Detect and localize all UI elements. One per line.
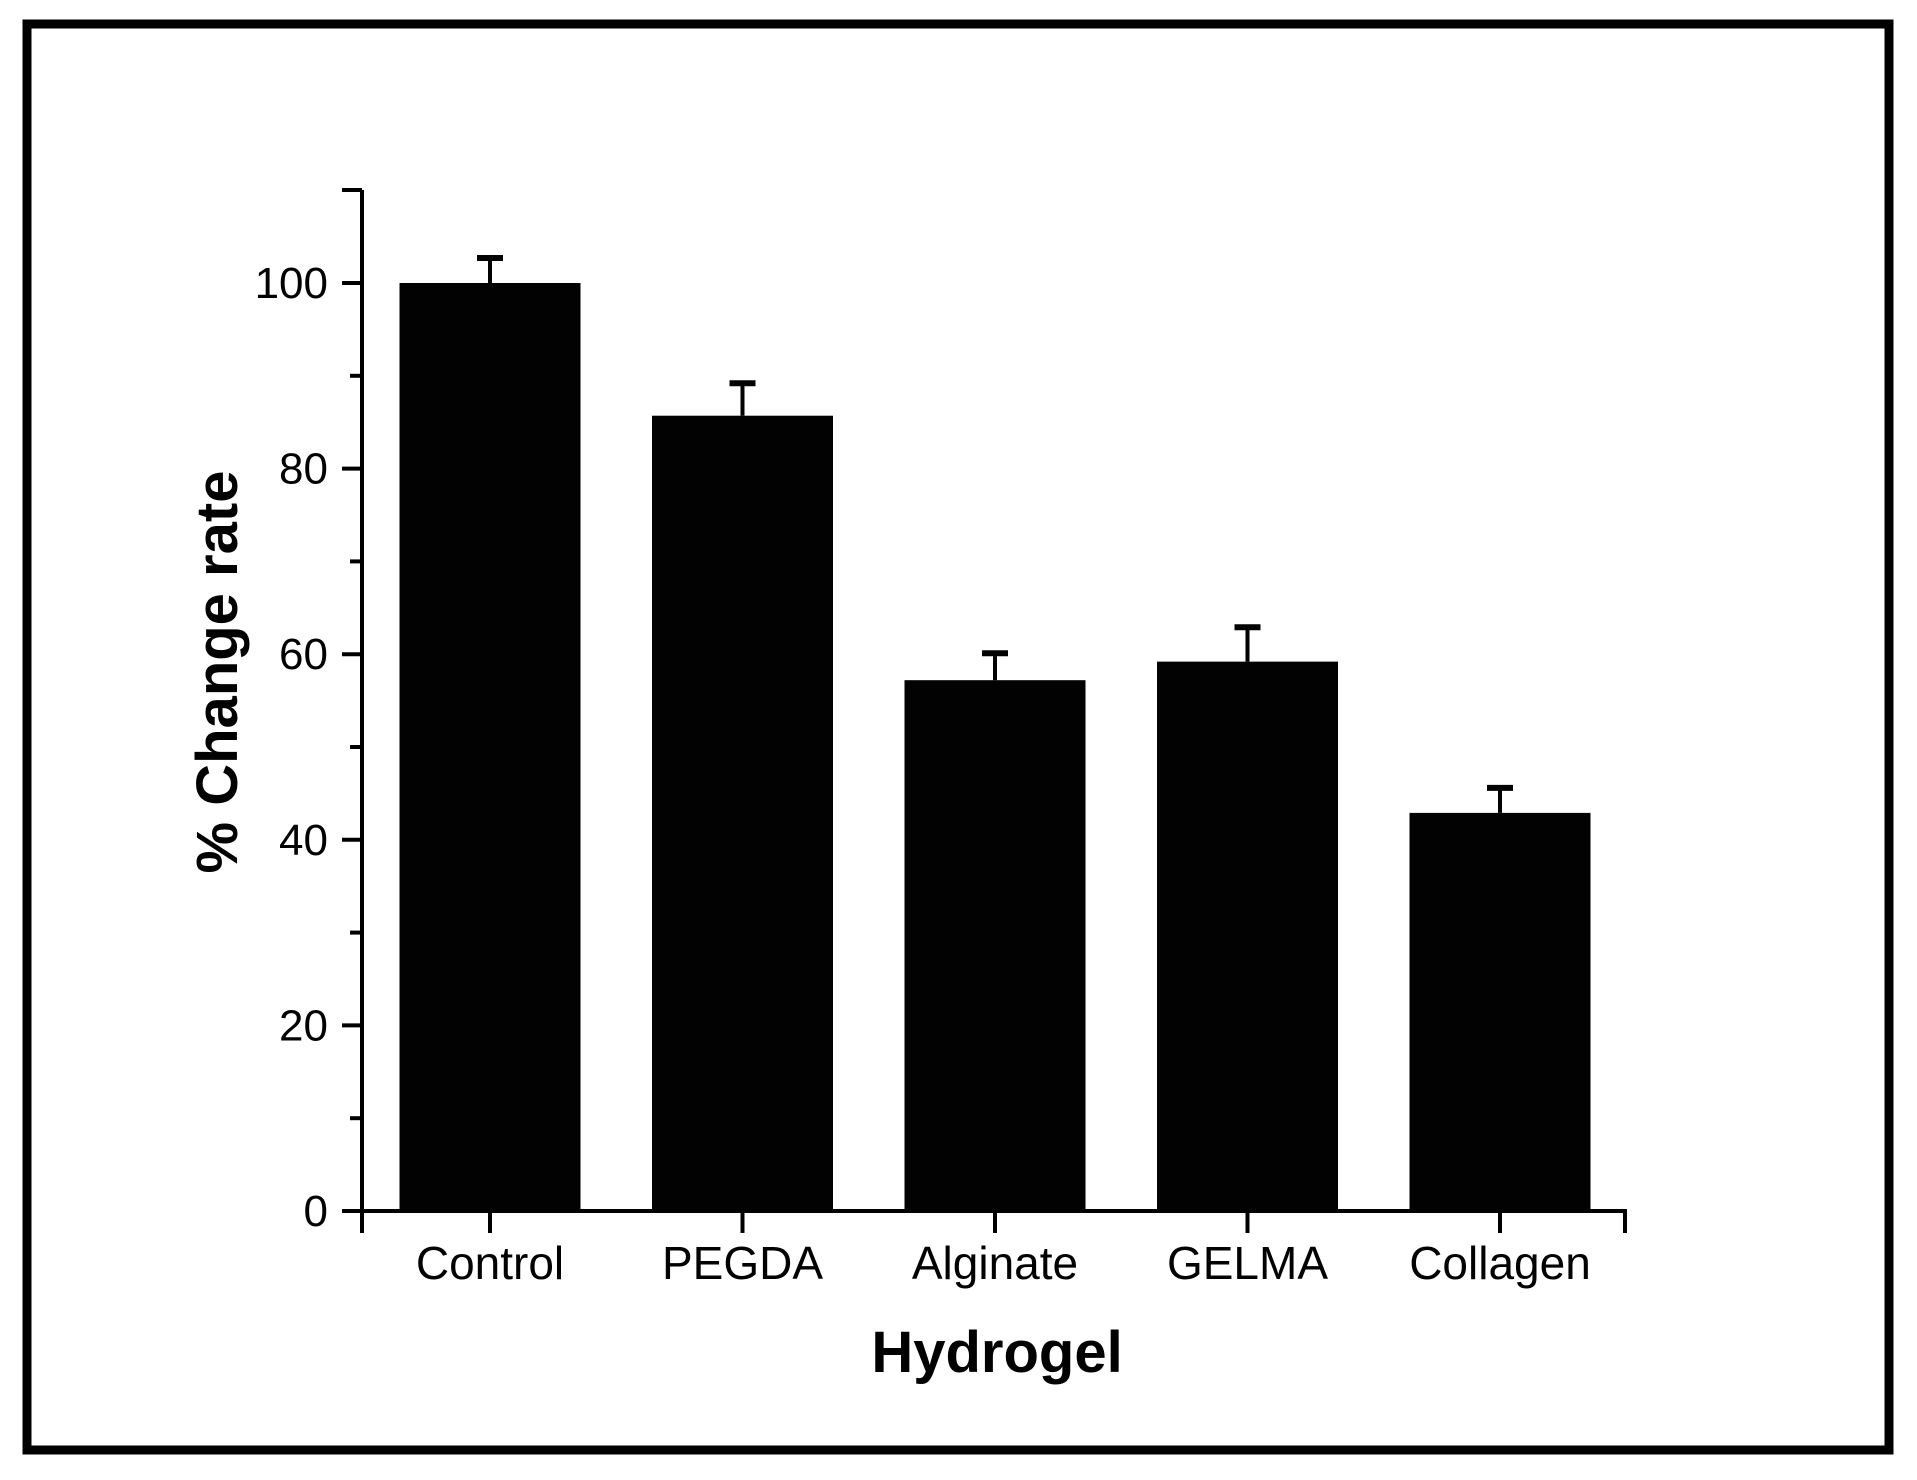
y-tick-label-80: 80 — [279, 445, 328, 494]
x-category-label-alginate: Alginate — [912, 1237, 1078, 1289]
y-tick-label-40: 40 — [279, 816, 328, 865]
x-axis-title: Hydrogel — [871, 1320, 1122, 1385]
y-axis-title: % Change rate — [185, 471, 250, 874]
x-category-label-pegda: PEGDA — [662, 1237, 823, 1289]
x-category-label-gelma: GELMA — [1167, 1237, 1328, 1289]
error-bars-group — [477, 254, 1513, 813]
figure-border — [22, 19, 1894, 1455]
bars-group — [399, 283, 1591, 1212]
bar-gelma — [1157, 661, 1338, 1211]
y-tick-label-100: 100 — [255, 259, 328, 308]
x-category-label-collagen: Collagen — [1409, 1237, 1591, 1289]
y-tick-label-20: 20 — [279, 1001, 328, 1050]
category-labels-group: Control PEGDA Alginate GELMA Collagen — [416, 1237, 1591, 1289]
y-tick-label-0: 0 — [304, 1187, 328, 1236]
bar-pegda — [652, 415, 833, 1212]
ticks-group — [342, 188, 1627, 1233]
bar-control — [399, 283, 581, 1211]
y-tick-label-60: 60 — [279, 630, 328, 679]
bar-collagen — [1409, 812, 1591, 1211]
tick-labels-group: 0 20 40 60 80 100 — [255, 259, 328, 1236]
x-category-label-control: Control — [416, 1237, 564, 1289]
bar-alginate — [904, 680, 1086, 1211]
